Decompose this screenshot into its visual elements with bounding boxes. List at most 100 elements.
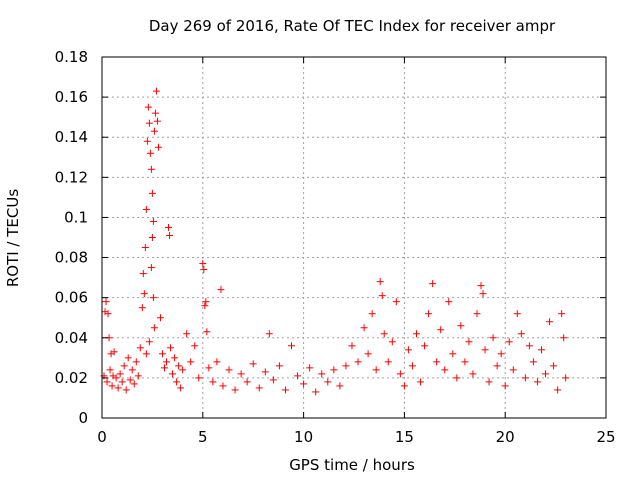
data-point <box>441 366 449 374</box>
data-point <box>156 314 164 322</box>
data-point <box>306 364 314 372</box>
chart-title: Day 269 of 2016, Rate Of TEC Index for r… <box>149 17 556 35</box>
data-point <box>312 388 320 396</box>
data-point <box>116 370 124 378</box>
data-point <box>479 290 487 298</box>
data-point <box>342 362 350 370</box>
data-point <box>122 386 130 394</box>
data-point <box>202 298 210 306</box>
data-point <box>275 362 283 370</box>
data-point <box>485 378 493 386</box>
data-point <box>542 370 550 378</box>
data-point <box>493 362 501 370</box>
data-point <box>509 366 517 374</box>
data-point <box>546 318 554 326</box>
y-tick-label: 0.12 <box>55 168 88 186</box>
y-tick-label: 0 <box>78 409 88 427</box>
data-point <box>249 360 257 368</box>
data-point <box>203 328 211 336</box>
x-tick-label: 15 <box>395 428 414 446</box>
y-tick-label: 0.18 <box>55 48 88 66</box>
data-point <box>150 324 158 332</box>
x-tick-label: 0 <box>97 428 107 446</box>
data-point <box>150 127 158 135</box>
data-point <box>521 374 529 382</box>
data-point <box>213 358 221 366</box>
data-point <box>199 260 207 268</box>
y-tick-label: 0.04 <box>55 329 88 347</box>
data-point <box>147 264 155 272</box>
data-point <box>560 334 568 342</box>
data-point <box>106 366 114 374</box>
data-point <box>179 366 187 374</box>
data-point <box>388 338 396 346</box>
data-point <box>517 330 525 338</box>
data-point <box>128 366 136 374</box>
data-point <box>148 189 156 197</box>
y-tick-labels: 0 0.02 0.04 0.06 0.08 0.1 0.12 0.14 0.16 0.18 <box>55 48 88 427</box>
data-point <box>183 330 191 338</box>
x-tick-label: 10 <box>294 428 313 446</box>
data-point <box>146 149 154 157</box>
data-point <box>124 354 132 362</box>
data-point <box>360 324 368 332</box>
data-point <box>525 342 533 350</box>
y-tick-label: 0.1 <box>64 208 88 226</box>
data-point <box>400 382 408 390</box>
data-point <box>265 330 273 338</box>
data-point <box>412 330 420 338</box>
data-point <box>191 342 199 350</box>
plot-frame <box>101 56 607 419</box>
data-point <box>166 231 174 239</box>
axis-ticks <box>101 56 607 419</box>
data-point <box>114 384 122 392</box>
data-point <box>550 362 558 370</box>
x-axis-label: GPS time / hours <box>289 456 415 474</box>
y-tick-label: 0.16 <box>55 88 88 106</box>
data-point <box>396 370 404 378</box>
data-point <box>429 280 437 288</box>
data-point <box>163 358 171 366</box>
data-point <box>437 326 445 334</box>
data-point <box>219 382 227 390</box>
data-point <box>324 378 332 386</box>
data-point <box>408 362 416 370</box>
data-point <box>537 346 545 354</box>
data-point <box>165 223 173 231</box>
data-point <box>481 346 489 354</box>
data-point <box>136 344 144 352</box>
data-point <box>469 370 477 378</box>
data-point <box>433 358 441 366</box>
data-point <box>348 342 356 350</box>
data-point <box>149 217 157 225</box>
grid-lines <box>102 57 606 418</box>
data-point <box>209 378 217 386</box>
data-point <box>138 304 146 312</box>
data-point <box>110 348 118 356</box>
data-point <box>171 354 179 362</box>
data-point <box>145 338 153 346</box>
data-point <box>457 322 465 330</box>
y-tick-label: 0.08 <box>55 249 88 267</box>
data-point <box>217 286 225 294</box>
data-point <box>281 386 289 394</box>
data-point <box>477 282 485 290</box>
data-point <box>372 366 380 374</box>
data-point <box>126 376 134 384</box>
data-point <box>142 205 150 213</box>
data-point <box>173 378 181 386</box>
data-point <box>376 278 384 286</box>
data-point <box>147 165 155 173</box>
data-point <box>140 290 148 298</box>
data-point <box>149 294 157 302</box>
data-point <box>104 310 112 318</box>
data-point <box>261 368 269 376</box>
data-point <box>364 350 372 358</box>
data-point <box>195 374 203 382</box>
data-point <box>533 378 541 386</box>
data-point <box>148 234 156 241</box>
data-point <box>368 310 376 318</box>
x-tick-label: 20 <box>496 428 515 446</box>
data-point <box>449 350 457 358</box>
